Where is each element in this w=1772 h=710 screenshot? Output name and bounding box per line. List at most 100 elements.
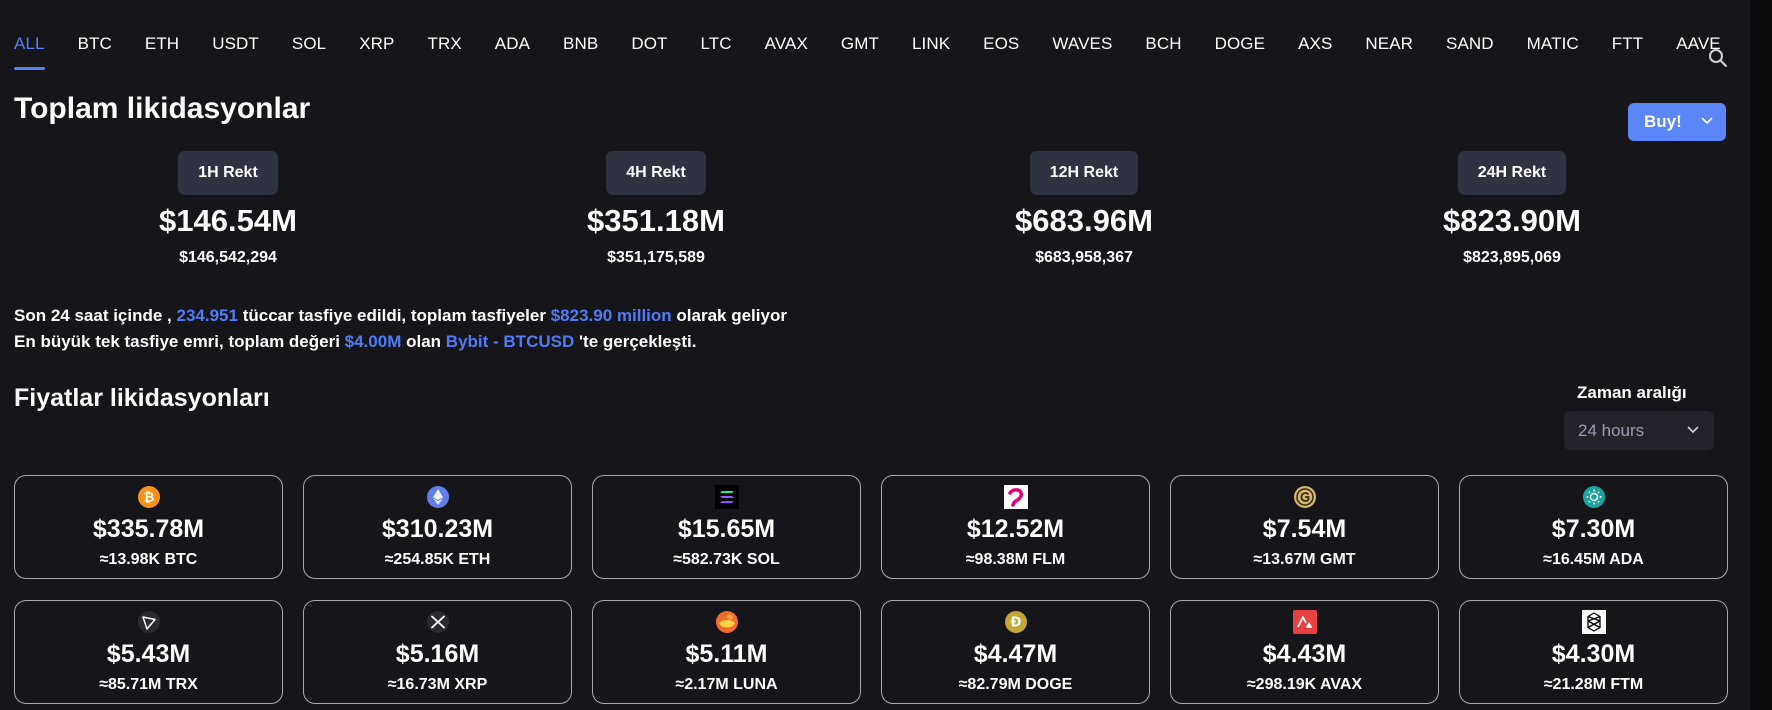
rekt-value: $351.18M xyxy=(587,203,725,238)
tab-ftt[interactable]: FTT xyxy=(1611,34,1644,53)
coin-card[interactable]: ₿ $335.78M ≈13.98K BTC xyxy=(14,475,283,579)
sol-icon xyxy=(714,485,739,509)
rekt-value: $683.96M xyxy=(1015,203,1153,238)
rekt-12h: 12H Rekt $683.96M $683,958,367 xyxy=(954,151,1214,267)
coin-quantity: ≈254.85K ETH xyxy=(384,551,491,568)
coin-amount: $5.11M xyxy=(685,640,768,668)
rekt-label[interactable]: 12H Rekt xyxy=(1029,151,1139,195)
time-range-value: 24 hours xyxy=(1578,420,1645,440)
coin-amount: $7.54M xyxy=(1262,515,1347,543)
svg-text:₿: ₿ xyxy=(143,491,154,506)
rekt-label[interactable]: 1H Rekt xyxy=(178,151,278,195)
coin-card[interactable]: $7.54M ≈13.67M GMT xyxy=(1170,475,1439,579)
rekt-exact: $351,175,589 xyxy=(607,249,705,266)
rekt-1h: 1H Rekt $146.54M $146,542,294 xyxy=(98,151,358,267)
tab-all[interactable]: ALL xyxy=(14,34,45,70)
rekt-4h: 4H Rekt $351.18M $351,175,589 xyxy=(526,151,786,267)
largest-order-exchange-link[interactable]: Bybit - BTCUSD xyxy=(445,332,575,351)
chevron-down-icon xyxy=(1700,112,1714,132)
tab-sol[interactable]: SOL xyxy=(291,34,327,53)
coin-tabs: ALL BTC ETH USDT SOL XRP TRX ADA BNB DOT… xyxy=(14,34,1754,70)
tab-matic[interactable]: MATIC xyxy=(1526,34,1579,53)
gmt-icon xyxy=(1293,485,1317,509)
rekt-exact: $146,542,294 xyxy=(179,249,277,266)
tab-bch[interactable]: BCH xyxy=(1145,34,1182,53)
coin-card[interactable]: $12.52M ≈98.38M FLM xyxy=(881,475,1150,579)
coin-card[interactable]: $7.30M ≈16.45M ADA xyxy=(1459,475,1728,579)
tab-bnb[interactable]: BNB xyxy=(563,34,599,53)
tab-usdt[interactable]: USDT xyxy=(212,34,259,53)
ftm-icon xyxy=(1581,610,1606,634)
tab-avax[interactable]: AVAX xyxy=(764,34,808,53)
coin-amount: $310.23M xyxy=(381,515,494,543)
tab-trx[interactable]: TRX xyxy=(427,34,462,53)
time-range-label: Zaman aralığı xyxy=(1577,383,1687,402)
coin-amount: $12.52M xyxy=(966,515,1065,543)
tab-aave[interactable]: AAVE xyxy=(1676,34,1721,53)
coin-quantity: ≈298.19K AVAX xyxy=(1246,676,1363,693)
tab-ltc[interactable]: LTC xyxy=(700,34,732,53)
svg-text:Ð: Ð xyxy=(1010,616,1021,631)
tab-doge[interactable]: DOGE xyxy=(1214,34,1266,53)
tab-eth[interactable]: ETH xyxy=(144,34,180,53)
summary-line-2: En büyük tek tasfiye emri, toplam değeri… xyxy=(14,332,697,351)
eth-icon xyxy=(426,485,450,509)
coin-quantity: ≈21.28M FTM xyxy=(1543,676,1644,693)
coin-card[interactable]: $4.30M ≈21.28M FTM xyxy=(1459,600,1728,704)
coin-amount: $7.30M xyxy=(1551,515,1636,543)
summary-line-1: Son 24 saat içinde , 234.951 tüccar tasf… xyxy=(14,306,787,325)
coin-amount: $4.43M xyxy=(1262,640,1347,668)
coin-liquidation-grid: ₿ $335.78M ≈13.98K BTC $310.23M ≈254.85K… xyxy=(14,475,1728,704)
coin-card[interactable]: $310.23M ≈254.85K ETH xyxy=(303,475,572,579)
coin-quantity: ≈13.98K BTC xyxy=(99,551,198,568)
tab-xrp[interactable]: XRP xyxy=(359,34,395,53)
rekt-value: $146.54M xyxy=(159,203,297,238)
coin-amount: $4.30M xyxy=(1551,640,1636,668)
tab-btc[interactable]: BTC xyxy=(77,34,112,53)
liquidation-summary: Son 24 saat içinde , 234.951 tüccar tasf… xyxy=(14,303,787,355)
coin-amount: $4.47M xyxy=(973,640,1058,668)
rekt-exact: $823,895,069 xyxy=(1463,249,1561,266)
coin-amount: $5.43M xyxy=(106,640,191,668)
largest-order-value: $4.00M xyxy=(344,332,402,351)
tab-link[interactable]: LINK xyxy=(911,34,951,53)
tab-dot[interactable]: DOT xyxy=(631,34,668,53)
ada-icon xyxy=(1582,485,1606,509)
coin-card[interactable]: $5.16M ≈16.73M XRP xyxy=(303,600,572,704)
tab-gmt[interactable]: GMT xyxy=(840,34,879,53)
coin-amount: $5.16M xyxy=(395,640,480,668)
tab-axs[interactable]: AXS xyxy=(1298,34,1333,53)
tab-waves[interactable]: WAVES xyxy=(1052,34,1113,53)
buy-button[interactable]: Buy! xyxy=(1628,103,1726,141)
coin-card[interactable]: $5.11M ≈2.17M LUNA xyxy=(592,600,861,704)
avax-icon xyxy=(1292,610,1317,634)
coin-card[interactable]: $4.43M ≈298.19K AVAX xyxy=(1170,600,1439,704)
tab-ada[interactable]: ADA xyxy=(494,34,531,53)
trx-icon xyxy=(137,610,161,634)
coin-quantity: ≈16.45M ADA xyxy=(1543,551,1644,568)
tab-sand[interactable]: SAND xyxy=(1446,34,1494,53)
rekt-label[interactable]: 24H Rekt xyxy=(1457,151,1567,195)
btc-icon: ₿ xyxy=(137,485,161,509)
coin-card[interactable]: $15.65M ≈582.73K SOL xyxy=(592,475,861,579)
coin-amount: $335.78M xyxy=(92,515,205,543)
traders-count: 234.951 xyxy=(176,306,238,325)
total-liquidations: $823.90 million xyxy=(550,306,672,325)
luna-icon xyxy=(715,610,739,634)
coin-quantity: ≈16.73M XRP xyxy=(387,676,488,693)
time-range-select[interactable]: 24 hours xyxy=(1564,411,1714,450)
coin-card[interactable]: $5.43M ≈85.71M TRX xyxy=(14,600,283,704)
page-scrollbar[interactable] xyxy=(1750,0,1772,710)
doge-icon: Ð xyxy=(1004,610,1028,634)
search-icon[interactable] xyxy=(1707,47,1729,69)
buy-button-label: Buy! xyxy=(1644,112,1682,131)
tab-eos[interactable]: EOS xyxy=(983,34,1020,53)
tab-near[interactable]: NEAR xyxy=(1365,34,1414,53)
page-title: Toplam likidasyonlar xyxy=(14,92,311,125)
rekt-label[interactable]: 4H Rekt xyxy=(606,151,706,195)
coin-card[interactable]: Ð $4.47M ≈82.79M DOGE xyxy=(881,600,1150,704)
chevron-down-icon xyxy=(1686,421,1700,441)
rekt-value: $823.90M xyxy=(1443,203,1581,238)
coin-quantity: ≈82.79M DOGE xyxy=(958,676,1073,693)
coin-quantity: ≈13.67M GMT xyxy=(1253,551,1356,568)
